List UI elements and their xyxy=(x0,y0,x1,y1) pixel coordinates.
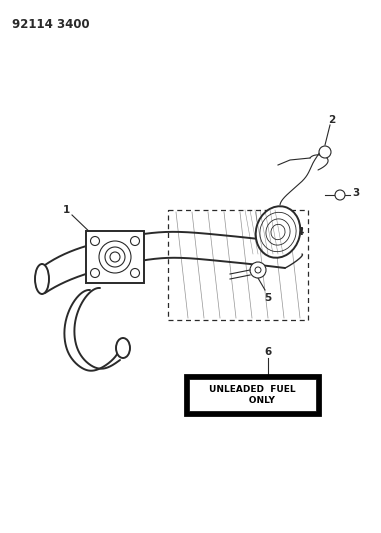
Circle shape xyxy=(250,262,266,278)
Ellipse shape xyxy=(116,338,130,358)
Circle shape xyxy=(319,146,331,158)
FancyBboxPatch shape xyxy=(189,379,316,411)
Circle shape xyxy=(131,237,139,246)
Circle shape xyxy=(91,237,99,246)
Text: 3: 3 xyxy=(352,188,360,198)
FancyBboxPatch shape xyxy=(86,231,144,283)
Circle shape xyxy=(91,269,99,278)
Ellipse shape xyxy=(35,264,49,294)
Ellipse shape xyxy=(256,206,300,258)
Text: 6: 6 xyxy=(264,347,272,357)
Circle shape xyxy=(335,190,345,200)
Text: 2: 2 xyxy=(328,115,336,125)
Text: 5: 5 xyxy=(264,293,272,303)
Text: UNLEADED  FUEL
      ONLY: UNLEADED FUEL ONLY xyxy=(209,385,296,405)
FancyBboxPatch shape xyxy=(185,375,320,415)
Text: 1: 1 xyxy=(62,205,70,215)
Circle shape xyxy=(131,269,139,278)
Text: 4: 4 xyxy=(296,227,304,237)
Text: 92114 3400: 92114 3400 xyxy=(12,18,90,31)
